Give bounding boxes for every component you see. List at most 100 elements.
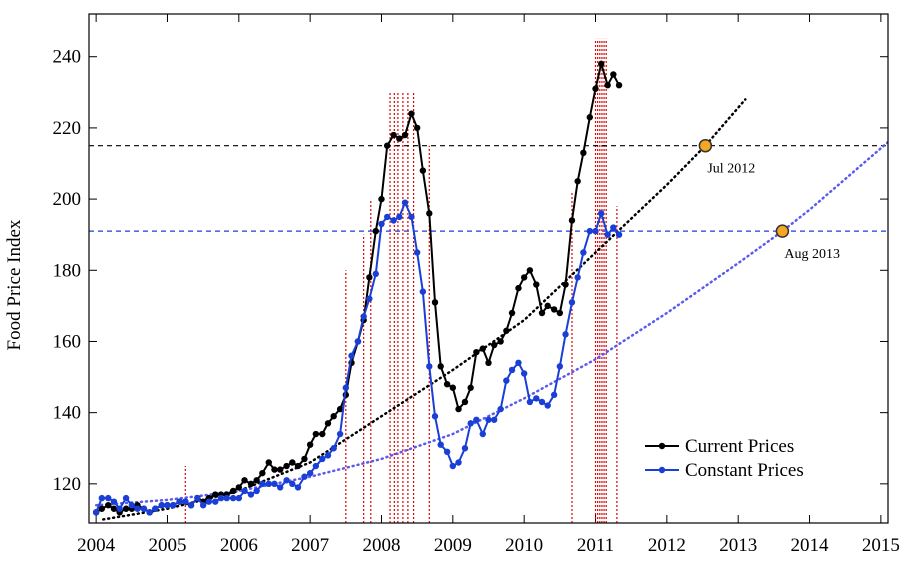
data-point [110,505,118,512]
data-point [550,391,558,399]
data-point [467,420,474,427]
series-line [95,59,620,514]
data-point [289,480,296,488]
data-point [205,498,213,505]
data-point [508,366,516,374]
x-tick-label: 2006 [220,535,258,556]
data-point [520,370,528,377]
data-point [550,306,558,313]
data-point [544,402,551,409]
data-point [604,81,611,89]
data-point [259,469,266,477]
data-point [479,345,486,352]
data-point [212,491,219,498]
data-point [289,459,296,466]
data-point [294,484,302,491]
y-tick-label: 140 [53,403,82,424]
data-point [265,480,272,488]
data-point [419,167,427,174]
x-tick-label: 2013 [719,535,757,556]
data-point [443,380,451,388]
data-point [526,267,534,274]
data-point [324,452,332,459]
data-point [431,413,439,420]
data-point [515,359,522,367]
x-tick-label: 2008 [362,535,400,556]
data-point [235,484,243,491]
trend-line [94,140,888,507]
y-axis-label: Food Price Index [4,219,25,350]
data-point [431,299,439,306]
data-point [176,498,183,505]
data-point [253,487,260,495]
data-point [134,505,141,512]
data-point [592,227,599,235]
data-point [366,295,373,302]
data-point [98,494,106,502]
data-point [169,502,177,509]
data-point [610,224,617,231]
legend-label: Current Prices [685,436,794,457]
data-point [247,480,255,488]
data-point [437,441,444,448]
data-point [568,299,576,306]
data-point [354,338,362,345]
y-tick-label: 120 [53,474,82,495]
data-point [182,498,189,505]
data-point [217,494,225,502]
data-point [223,494,230,502]
data-point [526,398,534,406]
data-point [508,309,516,317]
data-point [396,135,403,142]
data-point [92,509,100,516]
x-tick-label: 2015 [862,535,900,556]
data-point [194,494,201,502]
data-point [473,416,480,423]
data-point [330,413,337,420]
data-point [503,327,510,334]
data-point [229,494,237,502]
data-point [426,363,433,370]
data-point [283,462,290,470]
data-point [615,231,623,238]
y-tick-label: 200 [53,189,82,210]
x-tick-label: 2005 [148,535,186,556]
x-tick-label: 2004 [77,535,116,556]
x-tick-label: 2011 [577,535,614,556]
data-point [437,363,444,370]
x-tick-label: 2010 [505,535,543,556]
data-point [372,270,379,278]
data-point [128,502,136,509]
data-point [515,284,522,292]
data-point [366,274,373,281]
data-point [580,249,587,256]
plot-frame [88,13,889,524]
target-point [775,224,790,238]
data-point [383,213,391,221]
data-point [455,405,462,413]
legend-swatch [658,442,666,450]
data-point [378,220,385,228]
data-point [312,462,320,470]
data-point [152,505,159,512]
data-point [426,210,433,217]
data-point [443,448,451,456]
data-point [283,477,290,484]
data-point [473,348,480,356]
data-point [419,288,427,295]
data-point [105,494,112,502]
data-point [271,480,278,488]
data-point [98,505,106,512]
data-point [544,302,551,310]
y-tick-label: 220 [53,118,82,139]
data-point [467,384,474,391]
data-point [324,420,332,427]
data-point [455,459,462,466]
data-point [574,274,581,281]
data-point [378,195,385,203]
x-tick-label: 2014 [791,535,830,556]
data-point [271,466,278,473]
target-point [698,138,713,153]
data-point [562,281,569,288]
